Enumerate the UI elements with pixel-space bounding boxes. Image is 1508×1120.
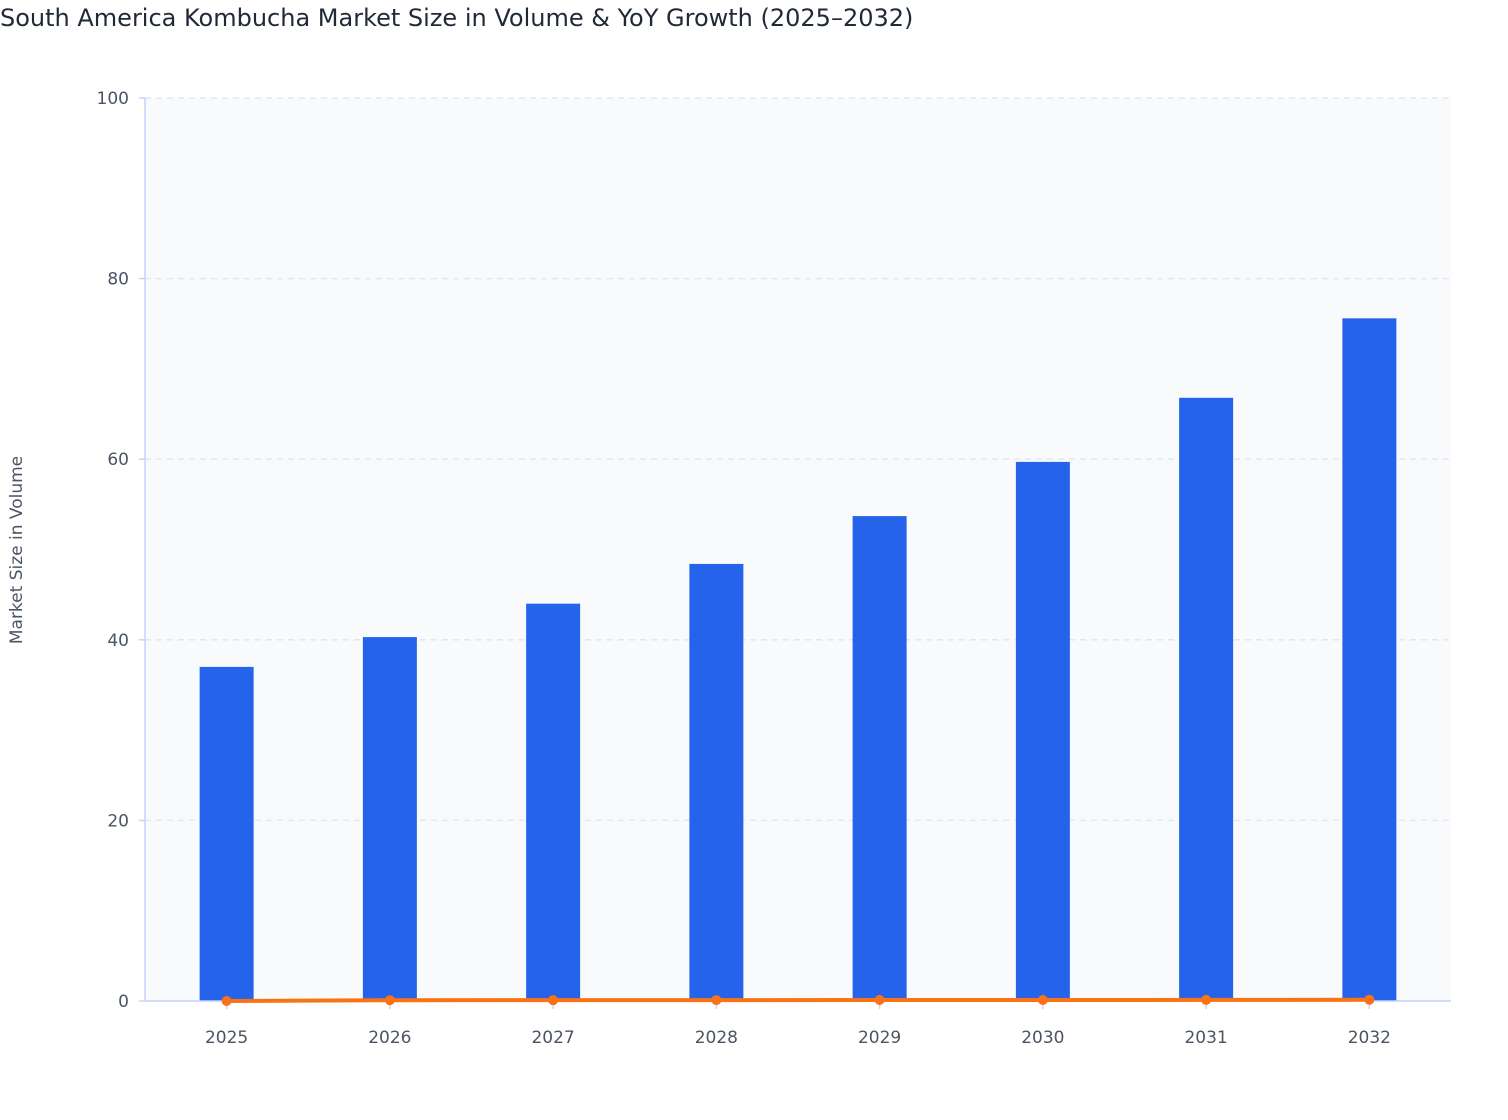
y-tick-label: 100 — [97, 89, 129, 109]
x-tick-label: 2029 — [858, 1028, 901, 1048]
plot-area — [145, 98, 1451, 1001]
growth-point-2030 — [1037, 994, 1048, 1005]
growth-point-2031 — [1201, 994, 1212, 1005]
x-tick-label: 2028 — [695, 1028, 738, 1048]
y-tick-label: 40 — [107, 631, 129, 651]
x-tick-label: 2032 — [1348, 1028, 1391, 1048]
growth-point-2029 — [874, 995, 885, 1006]
growth-line — [226, 997, 1370, 1003]
bar-2032 — [1342, 318, 1397, 1001]
bar-2030 — [1015, 461, 1070, 1001]
growth-point-2032 — [1364, 994, 1375, 1005]
y-tick-label: 60 — [107, 450, 129, 470]
x-tick-label: 2027 — [531, 1028, 574, 1048]
bar-2026 — [362, 637, 417, 1001]
y-tick-label: 0 — [118, 992, 129, 1012]
growth-point-2025 — [221, 996, 232, 1006]
y-tick-label: 20 — [107, 811, 129, 831]
x-tick-label: 2030 — [1021, 1028, 1064, 1048]
growth-point-2027 — [548, 995, 559, 1006]
bar-2025 — [199, 666, 254, 1001]
bar-2028 — [689, 563, 744, 1001]
chart-title: South America Kombucha Market Size in Vo… — [0, 4, 914, 32]
growth-point-2026 — [384, 995, 395, 1006]
bar-2029 — [852, 516, 907, 1001]
growth-point-2028 — [711, 995, 722, 1006]
bar-2031 — [1179, 397, 1234, 1001]
x-tick-label: 2025 — [205, 1028, 248, 1048]
x-tick-label: 2026 — [368, 1028, 411, 1048]
bar-2027 — [526, 603, 581, 1001]
y-tick-label: 80 — [107, 270, 129, 290]
x-tick-label: 2031 — [1184, 1028, 1227, 1048]
